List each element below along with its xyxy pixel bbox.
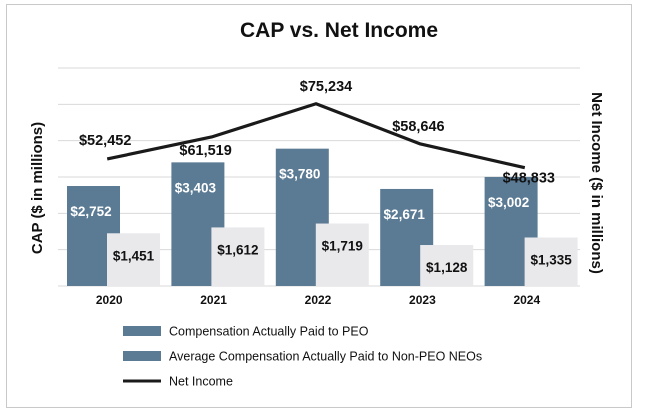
legend: Compensation Actually Paid to PEO Average… (123, 325, 482, 389)
bar-neo-2021 (211, 227, 265, 286)
line-label-2023: $58,646 (392, 119, 444, 135)
legend-peo-label: Compensation Actually Paid to PEO (169, 325, 369, 339)
legend-neo-label: Average Compensation Actually Paid to No… (169, 350, 482, 364)
net-income-line-group: $52,452 $61,519 $75,234 $58,646 $48,833 (79, 79, 555, 187)
x-tick-2023: 2023 (409, 293, 436, 307)
chart-title: CAP vs. Net Income (240, 19, 438, 42)
bar-label-neo-2020: $1,451 (113, 248, 155, 263)
net-income-line (106, 102, 526, 170)
bar-label-peo-2020: $2,752 (70, 204, 111, 219)
line-label-2024: $48,833 (503, 171, 555, 187)
bar-neo-2024 (524, 237, 578, 286)
bar-label-neo-2022: $1,719 (322, 239, 363, 254)
y-axis-title: CAP ($ in millions) (29, 122, 46, 254)
y2-axis-title: Net Income ($ in millions) (588, 92, 605, 274)
legend-net-income-label: Net Income (169, 375, 233, 389)
x-tick-2022: 2022 (305, 293, 332, 307)
x-tick-labels: 2020 2021 2022 2023 2024 (96, 293, 541, 307)
legend-neo-swatch (123, 351, 161, 361)
bar-label-peo-2021: $3,403 (175, 180, 217, 195)
bar-label-peo-2023: $2,671 (384, 207, 426, 222)
x-tick-2021: 2021 (200, 293, 227, 307)
line-label-2022: $75,234 (300, 79, 352, 95)
x-tick-2020: 2020 (96, 293, 123, 307)
x-tick-2024: 2024 (513, 293, 540, 307)
bar-label-neo-2021: $1,612 (217, 242, 258, 257)
line-label-2021: $61,519 (179, 143, 231, 159)
bar-label-peo-2022: $3,780 (279, 167, 320, 182)
bar-neo-2022 (315, 223, 369, 286)
bar-label-neo-2024: $1,335 (530, 252, 572, 267)
bar-label-peo-2024: $3,002 (488, 195, 529, 210)
bar-neo-2020 (107, 233, 160, 286)
bar-neo-2023 (420, 245, 474, 286)
line-label-2020: $52,452 (79, 133, 131, 149)
bar-label-neo-2023: $1,128 (426, 260, 468, 275)
bars: $2,752 $1,451 $3,403 $1,612 $3,780 $1,719 $2,6… (67, 148, 578, 286)
legend-peo-swatch (123, 326, 161, 336)
